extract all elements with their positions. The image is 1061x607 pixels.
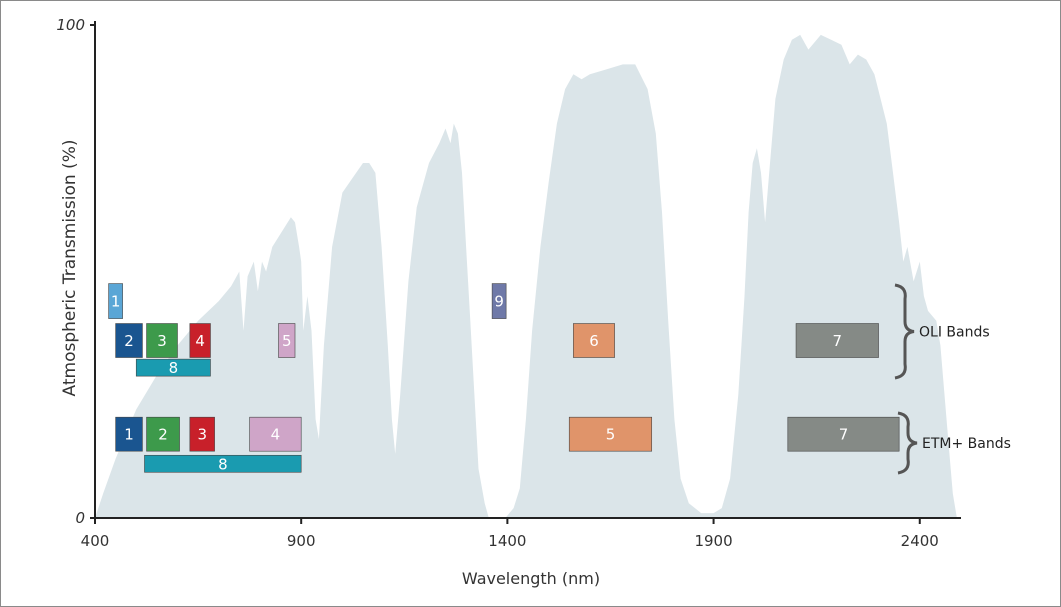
band-oli-6-label: 6 [589, 332, 599, 350]
band-etm-2-label: 2 [158, 426, 168, 444]
band-oli-8-rect [135, 358, 211, 377]
x-tick-label: 900 [287, 532, 316, 550]
brace-etm [897, 411, 918, 475]
ticks-layer: 400 900 1400 1900 2400 0 100 [56, 16, 938, 550]
band-etm-4-rect [249, 416, 302, 452]
band-etm-4-label: 4 [271, 426, 281, 444]
band-oli-9-rect [491, 283, 507, 319]
x-tick-label: 2400 [901, 532, 939, 550]
band-oli-8-label: 8 [169, 359, 179, 377]
band-etm-5-label: 5 [606, 426, 616, 444]
band-etm-5-rect [568, 416, 653, 452]
axes-layer [94, 21, 961, 519]
band-oli-1-label: 1 [111, 293, 121, 311]
band-etm-3-rect [189, 416, 215, 452]
band-etm-8-rect [144, 454, 302, 473]
x-tick-label: 1400 [488, 532, 526, 550]
band-oli-1-rect [108, 283, 123, 319]
x-tick-label: 1900 [694, 532, 732, 550]
band-etm-3-label: 3 [197, 426, 207, 444]
band-etm-7-label: 7 [839, 426, 849, 444]
band-oli-7-label: 7 [833, 332, 843, 350]
band-oli-3-rect [146, 323, 178, 358]
x-axis-label: Wavelength (nm) [462, 569, 600, 588]
band-oli-9-label: 9 [494, 293, 504, 311]
y-tick-label: 0 [75, 509, 85, 527]
band-oli-2-rect [115, 323, 143, 358]
band-etm-8-label: 8 [218, 455, 228, 473]
band-etm-1-label: 1 [124, 426, 134, 444]
band-oli-7-rect [795, 323, 879, 358]
brace-oli [894, 283, 915, 380]
band-oli-4-rect [189, 323, 211, 358]
band-oli-5-rect [278, 323, 296, 358]
y-tick-label: 100 [56, 16, 85, 34]
y-axis-label: Atmospheric Transmission (%) [60, 140, 80, 397]
band-oli-3-label: 3 [157, 332, 167, 350]
braces-layer: OLI Bands ETM+ Bands [894, 283, 1011, 475]
band-etm-7-rect [787, 416, 900, 452]
band-oli-6-rect [573, 323, 615, 358]
band-etm-2-rect [146, 416, 180, 452]
x-tick-label: 400 [81, 532, 110, 550]
band-oli-4-label: 4 [195, 332, 205, 350]
etm-group-label: ETM+ Bands [922, 436, 1011, 452]
oli-group-label: OLI Bands [919, 325, 990, 341]
transmission-area-layer [95, 34, 957, 519]
band-oli-5-label: 5 [282, 332, 292, 350]
band-oli-2-label: 2 [124, 332, 134, 350]
transmission-area-0 [95, 34, 957, 519]
band-etm-1-rect [115, 416, 143, 452]
